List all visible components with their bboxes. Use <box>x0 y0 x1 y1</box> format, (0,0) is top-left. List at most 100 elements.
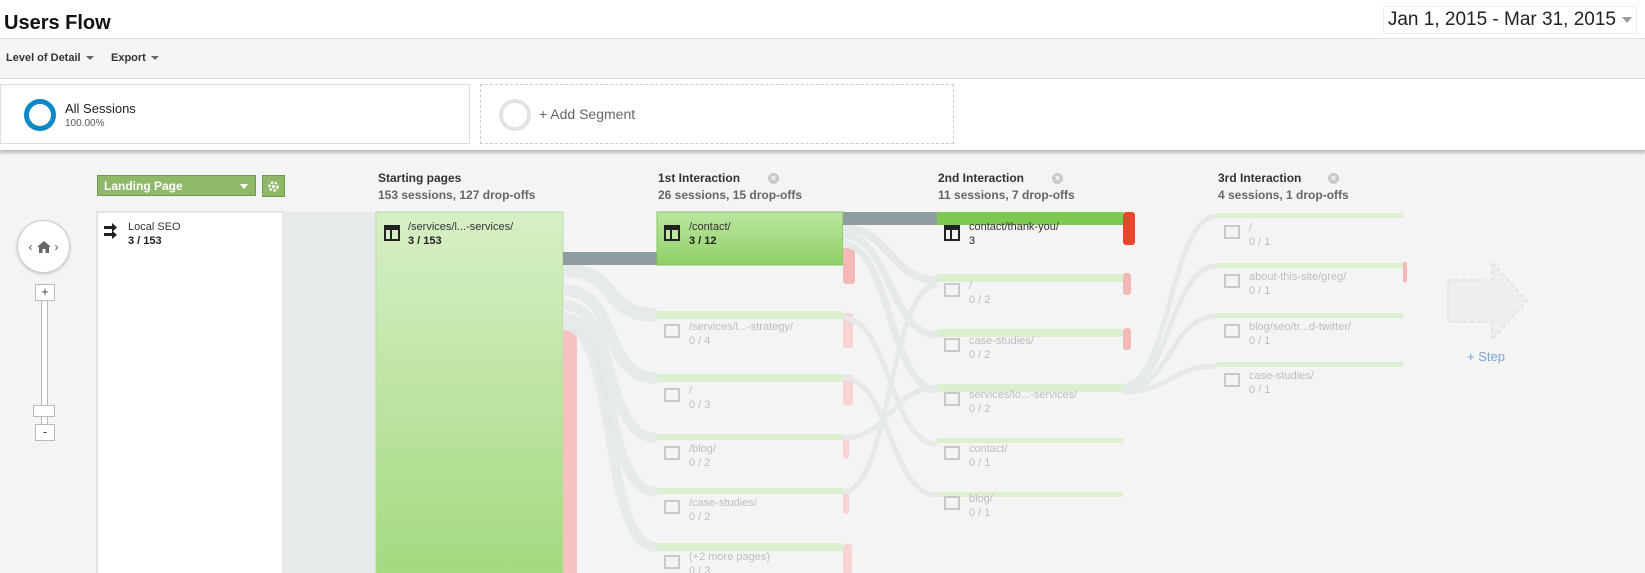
segment-percent: 100.00% <box>65 118 105 129</box>
close-icon[interactable]: × <box>768 173 779 184</box>
i2-node-name: / <box>969 280 973 292</box>
i3-node-name: blog/seo/tr...d-twitter/ <box>1249 321 1352 333</box>
page-icon <box>1224 274 1240 288</box>
page-icon <box>664 225 680 241</box>
i1-node-name: /services/l...-strategy/ <box>689 321 793 333</box>
settings-button[interactable] <box>262 175 285 197</box>
i2-node-label: contact/ 0 / 1 <box>969 442 1008 470</box>
i1-node-count: 0 / 3 <box>689 565 711 573</box>
add-segment-label: + Add Segment <box>539 106 636 122</box>
add-step-arrow[interactable] <box>1447 260 1528 342</box>
flow-links-2 <box>842 224 938 498</box>
i1-dropoff-contact <box>843 248 855 284</box>
i1-node-label: /contact/ 3 / 12 <box>689 220 731 248</box>
dimension-select[interactable]: Landing Page <box>97 175 256 196</box>
add-step-link[interactable]: + Step <box>1467 349 1505 364</box>
toolbar: Level of Detail Export <box>0 38 1645 79</box>
chevron-down-icon <box>150 56 159 60</box>
i1-node-name: / <box>689 385 693 397</box>
i2-node-name: blog/ <box>969 493 993 505</box>
i1-node-label: /services/l...-strategy/ 0 / 4 <box>689 320 793 348</box>
i1-faded-nodes <box>657 311 853 573</box>
i2-node-count: 0 / 1 <box>969 507 991 519</box>
column-subtitle-i2: 11 sessions, 7 drop-offs <box>938 188 1075 202</box>
i2-node-name: services/lo...-services/ <box>969 389 1078 401</box>
i2-node-count: 3 <box>969 235 976 247</box>
i3-node-name: about-this-site/greg/ <box>1249 271 1347 283</box>
zoom-out-button[interactable]: - <box>35 424 55 441</box>
i2-dropoff-thank-you <box>1123 212 1135 245</box>
i1-node-count: 0 / 2 <box>689 511 711 523</box>
i1-node-count: 0 / 2 <box>689 457 711 469</box>
page-icon <box>944 338 960 352</box>
starting-node-name: /services/l...-services/ <box>408 221 514 233</box>
i1-node-count: 0 / 4 <box>689 335 711 347</box>
zoom-in-button[interactable]: + <box>35 284 55 301</box>
column-title-i3: 3rd Interaction <box>1218 171 1302 185</box>
i2-node-count: 0 / 2 <box>969 403 991 415</box>
page-icon <box>944 446 960 460</box>
flow-link-thank-you <box>843 212 937 225</box>
zoom-slider-handle[interactable] <box>33 405 55 417</box>
i3-node-name: case-studies/ <box>1249 370 1314 382</box>
home-icon[interactable] <box>36 240 52 254</box>
page-icon <box>1224 373 1240 387</box>
i3-node-name: / <box>1249 222 1253 234</box>
close-icon[interactable]: × <box>1052 173 1063 184</box>
i3-node-count: 0 / 1 <box>1249 335 1271 347</box>
starting-node-count: 3 / 153 <box>408 235 442 247</box>
add-segment-button[interactable]: + Add Segment <box>480 84 954 144</box>
gear-icon <box>268 180 279 192</box>
dimension-select-label: Landing Page <box>104 179 183 193</box>
i1-node-name: /blog/ <box>689 443 716 455</box>
page-icon <box>664 500 680 514</box>
i2-node-name: case-studies/ <box>969 335 1034 347</box>
i2-node-label: services/lo...-services/ 0 / 2 <box>969 388 1077 416</box>
i2-node-count: 0 / 2 <box>969 349 991 361</box>
i2-node-thank-you[interactable] <box>937 212 1123 225</box>
chevron-down-icon <box>240 184 248 189</box>
pan-right-icon[interactable]: › <box>54 239 59 254</box>
i3-node-label: blog/seo/tr...d-twitter/ 0 / 1 <box>1249 320 1351 348</box>
i1-node-label: / 0 / 3 <box>689 384 710 412</box>
page-icon <box>664 446 680 460</box>
i1-node-name: (+2 more pages) <box>689 551 771 563</box>
i3-node-label: / 0 / 1 <box>1249 221 1270 249</box>
i2-node-label: contact/thank-you/ 3 <box>969 220 1059 248</box>
page-icon <box>664 555 680 569</box>
column-subtitle-starting: 153 sessions, 127 drop-offs <box>378 188 536 202</box>
chevron-down-icon <box>1622 17 1632 23</box>
segment-bar: All Sessions 100.00% + Add Segment <box>0 79 1645 151</box>
page-icon <box>1224 324 1240 338</box>
close-icon[interactable]: × <box>1328 173 1339 184</box>
flow-graph <box>96 211 1528 573</box>
page-icon <box>1224 225 1240 239</box>
export-menu[interactable]: Export <box>111 52 159 64</box>
column-title-i1: 1st Interaction <box>658 171 741 185</box>
date-range-label: Jan 1, 2015 - Mar 31, 2015 <box>1387 9 1616 30</box>
date-range-picker[interactable]: Jan 1, 2015 - Mar 31, 2015 <box>1382 6 1637 34</box>
flow-links-1 <box>562 263 658 552</box>
segment-all-sessions[interactable]: All Sessions 100.00% <box>0 84 470 144</box>
export-label: Export <box>111 52 146 64</box>
source-node-box[interactable] <box>96 211 284 573</box>
i3-node-label: case-studies/ 0 / 1 <box>1249 369 1314 397</box>
pan-home-control[interactable]: ‹ › <box>17 220 70 273</box>
level-of-detail-menu[interactable]: Level of Detail <box>6 52 94 64</box>
i2-node-label: blog/ 0 / 1 <box>969 492 993 520</box>
pan-left-icon[interactable]: ‹ <box>28 239 33 254</box>
page-icon <box>664 324 680 338</box>
source-node-count: 3 / 153 <box>128 235 162 247</box>
i1-node-label: /blog/ 0 / 2 <box>689 442 716 470</box>
column-subtitle-i1: 26 sessions, 15 drop-offs <box>658 188 803 202</box>
i1-node-contact[interactable] <box>656 211 844 266</box>
i3-node-count: 0 / 1 <box>1249 384 1271 396</box>
page-icon <box>944 496 960 510</box>
column-title-i2: 2nd Interaction <box>938 171 1025 185</box>
i3-node-count: 0 / 1 <box>1249 285 1271 297</box>
starting-page-node[interactable] <box>375 211 564 573</box>
column-subtitle-i3: 4 sessions, 1 drop-offs <box>1218 188 1349 202</box>
page-icon <box>944 283 960 297</box>
starting-node-label: /services/l...-services/ 3 / 153 <box>408 220 513 248</box>
segment-name: All Sessions <box>65 101 136 116</box>
